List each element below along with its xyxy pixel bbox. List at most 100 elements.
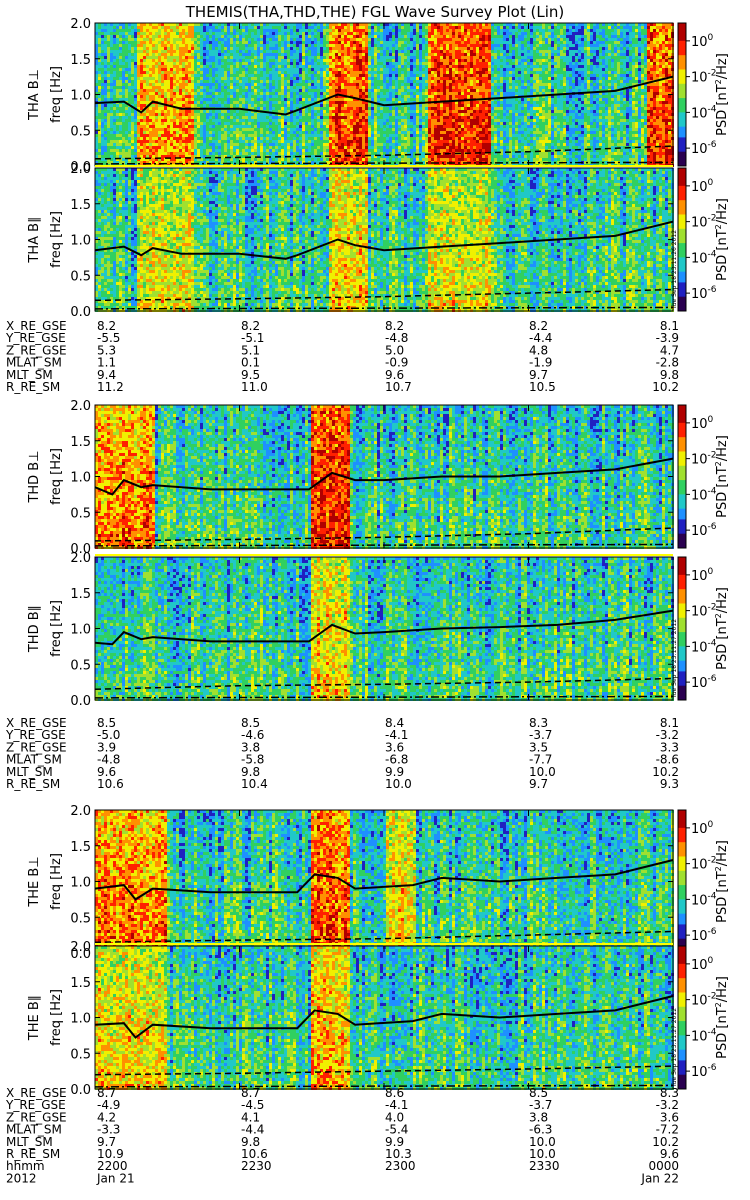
heatmap-cell [296, 92, 299, 95]
heatmap-cell [191, 65, 194, 68]
heatmap-cell [158, 80, 161, 83]
heatmap-cell [251, 32, 254, 35]
heatmap-cell [170, 26, 173, 29]
heatmap-cell [176, 116, 179, 119]
heatmap-cell [176, 89, 179, 92]
heatmap-cell [116, 149, 119, 152]
heatmap-cell [233, 41, 236, 44]
heatmap-cell [266, 152, 269, 155]
heatmap-cell [320, 89, 323, 92]
heatmap-cell [179, 59, 182, 62]
heatmap-cell [122, 119, 125, 122]
heatmap-cell [305, 74, 308, 77]
heatmap-cell [308, 50, 311, 53]
heatmap-cell [182, 158, 185, 161]
heatmap-cell [206, 32, 209, 35]
heatmap-cell [101, 65, 104, 68]
heatmap-cell [113, 44, 116, 47]
heatmap-cell [254, 74, 257, 77]
heatmap-cell [143, 137, 146, 140]
heatmap-cell [134, 146, 137, 149]
heatmap-cell [209, 101, 212, 104]
heatmap-cell [233, 71, 236, 74]
heatmap-cell [245, 89, 248, 92]
heatmap-cell [242, 68, 245, 71]
heatmap-cell [137, 53, 140, 56]
heatmap-cell [125, 119, 128, 122]
heatmap-cell [113, 134, 116, 137]
heatmap-cell [278, 140, 281, 143]
heatmap-cell [176, 140, 179, 143]
heatmap-cell [143, 140, 146, 143]
heatmap-cell [203, 47, 206, 50]
heatmap-cell [101, 92, 104, 95]
heatmap-cell [98, 71, 101, 74]
heatmap-cell [236, 65, 239, 68]
heatmap-cell [155, 71, 158, 74]
heatmap-cell [152, 35, 155, 38]
heatmap-cell [209, 59, 212, 62]
heatmap-cell [227, 80, 230, 83]
heatmap-cell [317, 131, 320, 134]
heatmap-cell [194, 137, 197, 140]
heatmap-cell [179, 131, 182, 134]
heatmap-cell [281, 32, 284, 35]
heatmap-cell [155, 98, 158, 101]
heatmap-cell [113, 119, 116, 122]
heatmap-cell [137, 155, 140, 158]
heatmap-cell [149, 62, 152, 65]
heatmap-cell [116, 131, 119, 134]
heatmap-cell [113, 149, 116, 152]
heatmap-cell [263, 41, 266, 44]
heatmap-cell [209, 29, 212, 32]
heatmap-cell [179, 119, 182, 122]
heatmap-cell [206, 50, 209, 53]
heatmap-cell [116, 89, 119, 92]
heatmap-cell [128, 47, 131, 50]
heatmap-cell [317, 68, 320, 71]
heatmap-cell [215, 53, 218, 56]
heatmap-cell [233, 119, 236, 122]
heatmap-cell [233, 137, 236, 140]
heatmap-cell [287, 143, 290, 146]
heatmap-cell [197, 140, 200, 143]
heatmap-cell [119, 161, 122, 164]
heatmap-cell [242, 101, 245, 104]
heatmap-cell [275, 137, 278, 140]
heatmap-cell [245, 140, 248, 143]
heatmap-cell [167, 68, 170, 71]
heatmap-cell [275, 92, 278, 95]
heatmap-cell [230, 146, 233, 149]
heatmap-cell [227, 110, 230, 113]
heatmap-cell [116, 53, 119, 56]
heatmap-cell [230, 128, 233, 131]
heatmap-cell [110, 26, 113, 29]
heatmap-cell [119, 146, 122, 149]
heatmap-cell [275, 41, 278, 44]
heatmap-cell [101, 119, 104, 122]
heatmap-cell [158, 44, 161, 47]
heatmap-cell [179, 110, 182, 113]
heatmap-cell [263, 101, 266, 104]
heatmap-cell [164, 71, 167, 74]
heatmap-cell [185, 38, 188, 41]
heatmap-cell [185, 134, 188, 137]
heatmap-cell [119, 107, 122, 110]
heatmap-cell [260, 74, 263, 77]
heatmap-cell [107, 128, 110, 131]
heatmap-cell [119, 134, 122, 137]
heatmap-cell [185, 92, 188, 95]
heatmap-cell [272, 122, 275, 125]
heatmap-cell [308, 116, 311, 119]
heatmap-cell [125, 116, 128, 119]
heatmap-cell [173, 59, 176, 62]
heatmap-cell [218, 98, 221, 101]
heatmap-cell [167, 26, 170, 29]
heatmap-cell [287, 47, 290, 50]
heatmap-cell [176, 137, 179, 140]
heatmap-cell [239, 122, 242, 125]
heatmap-cell [203, 113, 206, 116]
heatmap-cell [110, 92, 113, 95]
heatmap-cell [107, 26, 110, 29]
heatmap-cell [254, 131, 257, 134]
